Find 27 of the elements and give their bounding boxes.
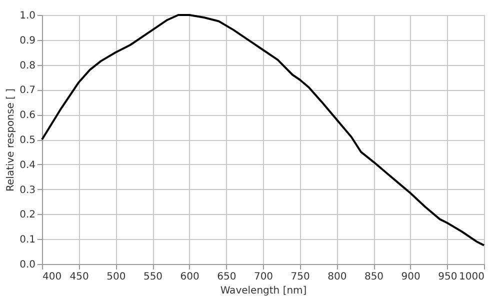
y-tick-label: 0.9 [20, 35, 36, 46]
y-axis-title: Relative response [ ] [6, 88, 17, 192]
x-tick-label: 1000 [459, 272, 484, 282]
x-tick-label: 850 [364, 272, 384, 282]
x-tick-label: 500 [106, 272, 126, 282]
y-tick-label: 0.7 [20, 85, 36, 96]
x-tick-label: 900 [401, 272, 420, 282]
y-tick-label: 1.0 [20, 10, 36, 22]
y-tick-label: 0.2 [20, 210, 36, 221]
x-tick-label: 700 [254, 272, 274, 282]
x-tick-label: 750 [290, 272, 310, 282]
y-tick-label: 0.3 [20, 184, 36, 196]
x-tick-label: 800 [328, 272, 347, 282]
line-series [41, 14, 485, 246]
x-tick-label: 650 [217, 272, 236, 282]
x-tick-label: 450 [70, 272, 89, 282]
y-tick-label: 0.5 [20, 135, 36, 146]
x-tick-label: 950 [438, 272, 458, 282]
y-tick-label: 0.1 [20, 234, 36, 246]
x-tick-label: 550 [143, 272, 163, 282]
y-tick-label: 0.6 [20, 110, 36, 122]
x-axis-title: Wavelength [nm] [220, 286, 307, 296]
y-tick-label: 0.4 [20, 160, 36, 171]
y-tick-label: 0.8 [20, 60, 36, 72]
x-tick-label: 600 [180, 272, 200, 282]
x-tick-label: 400 [42, 272, 62, 282]
y-tick-label: 0.0 [20, 260, 36, 270]
